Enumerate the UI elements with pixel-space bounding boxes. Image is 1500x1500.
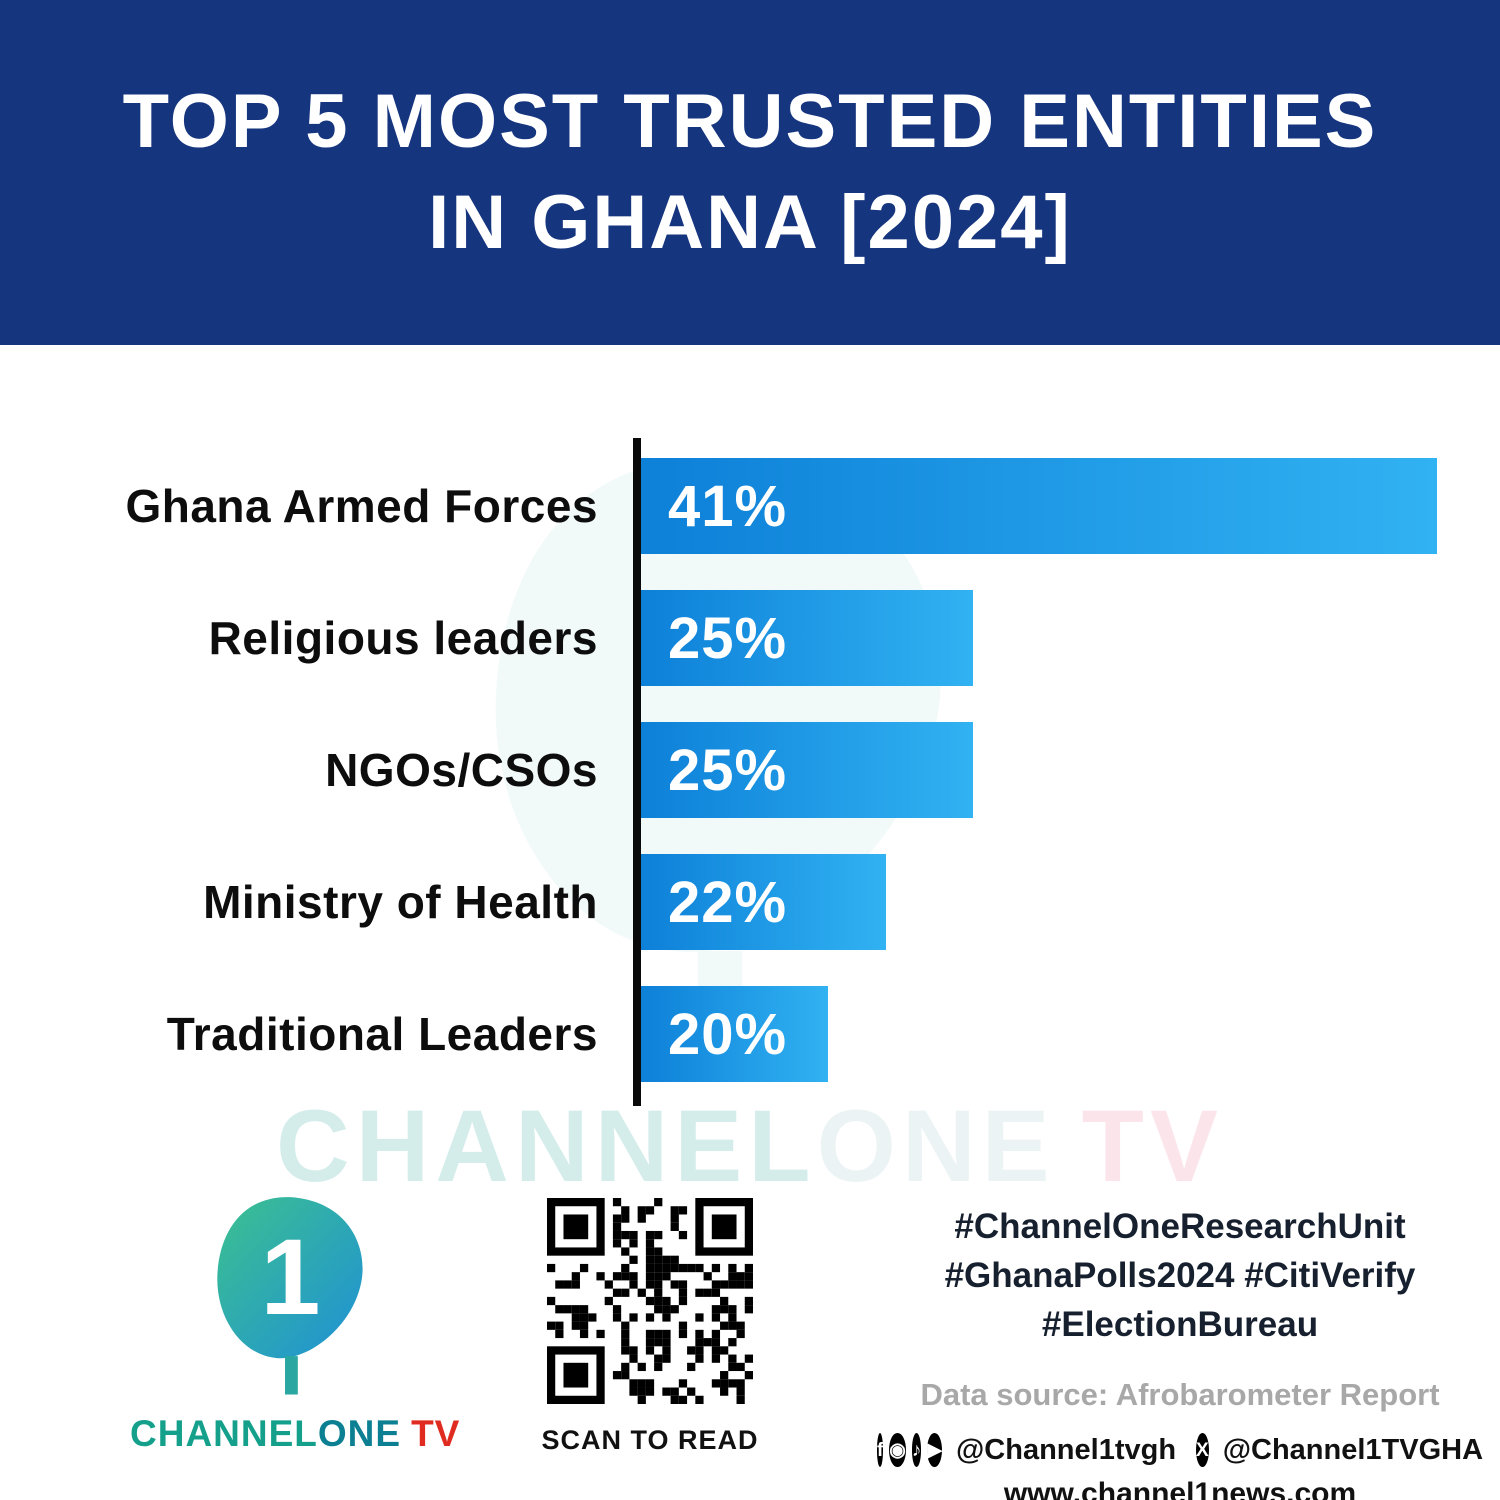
bar-row: Religious leaders 25% — [0, 590, 1500, 686]
wordmark-tv: TV — [411, 1413, 461, 1454]
page-title-line-1: TOP 5 MOST TRUSTED ENTITIES — [122, 79, 1378, 165]
bar: 25% — [641, 722, 973, 818]
channel-one-wordmark: CHANNELONE TV — [130, 1413, 459, 1455]
bar-value-label: 41% — [668, 473, 788, 539]
bar-row: Traditional Leaders 20% — [0, 986, 1500, 1082]
bar-value-label: 22% — [668, 869, 788, 935]
facebook-icon: f — [876, 1433, 884, 1467]
wordmark-channel: CHANNEL — [130, 1413, 318, 1454]
x-icon: X — [1196, 1433, 1209, 1467]
footer-info-block: #ChannelOneResearchUnit #GhanaPolls2024 … — [876, 1202, 1483, 1500]
hashtags-line-1: #ChannelOneResearchUnit — [954, 1207, 1406, 1246]
channel-one-logo-block: 1 CHANNELONE TV — [130, 1188, 459, 1455]
page-title-line-2: IN GHANA [2024] — [428, 179, 1072, 265]
hashtags-line-3: #ElectionBureau — [1041, 1305, 1319, 1344]
channel-one-logo-icon: 1 — [216, 1197, 363, 1395]
social-row: f ◉ ♪ ▶ @Channel1tvgh X @Channel1TVGHA — [876, 1433, 1483, 1467]
bar-row: Ghana Armed Forces 41% — [0, 458, 1500, 554]
bar: 20% — [641, 986, 828, 1082]
hashtags: #ChannelOneResearchUnit #GhanaPolls2024 … — [895, 1202, 1465, 1349]
chart-axis-line — [633, 438, 641, 1106]
data-source-text: Data source: Afrobarometer Report — [920, 1377, 1440, 1412]
bar-rows: Ghana Armed Forces 41% Religious leaders 25… — [0, 458, 1500, 1082]
social-handle-1: @Channel1tvgh — [956, 1433, 1177, 1466]
bar-value-label: 20% — [668, 1001, 788, 1067]
header-banner: TOP 5 MOST TRUSTED ENTITIES IN GHANA [20… — [0, 0, 1500, 345]
bar: 22% — [641, 854, 886, 950]
logo-digit: 1 — [260, 1216, 320, 1337]
tiktok-icon: ♪ — [911, 1433, 922, 1467]
bar-value-label: 25% — [668, 605, 788, 671]
bar-row: NGOs/CSOs 25% — [0, 722, 1500, 818]
hashtags-line-2: #GhanaPolls2024 #CitiVerify — [944, 1256, 1416, 1295]
bar: 41% — [641, 458, 1437, 554]
wordmark-one: ONE — [317, 1413, 402, 1454]
bar-value-label: 25% — [668, 737, 788, 803]
bar-category-label: Traditional Leaders — [166, 1008, 598, 1060]
bar-category-label: Ministry of Health — [203, 876, 598, 928]
website-url: www.channel1news.com — [1003, 1477, 1357, 1500]
bar: 25% — [641, 590, 973, 686]
bar-row: Ministry of Health 22% — [0, 854, 1500, 950]
bar-category-label: Ghana Armed Forces — [125, 480, 598, 532]
qr-caption: SCAN TO READ — [541, 1425, 759, 1455]
bar-category-label: Religious leaders — [208, 612, 598, 664]
instagram-icon: ◉ — [889, 1433, 906, 1467]
youtube-icon: ▶ — [927, 1433, 943, 1467]
qr-code — [547, 1198, 753, 1409]
bar-category-label: NGOs/CSOs — [325, 744, 598, 796]
social-handle-2: @Channel1TVGHA — [1222, 1433, 1484, 1466]
qr-block: SCAN TO READ — [535, 1198, 765, 1456]
